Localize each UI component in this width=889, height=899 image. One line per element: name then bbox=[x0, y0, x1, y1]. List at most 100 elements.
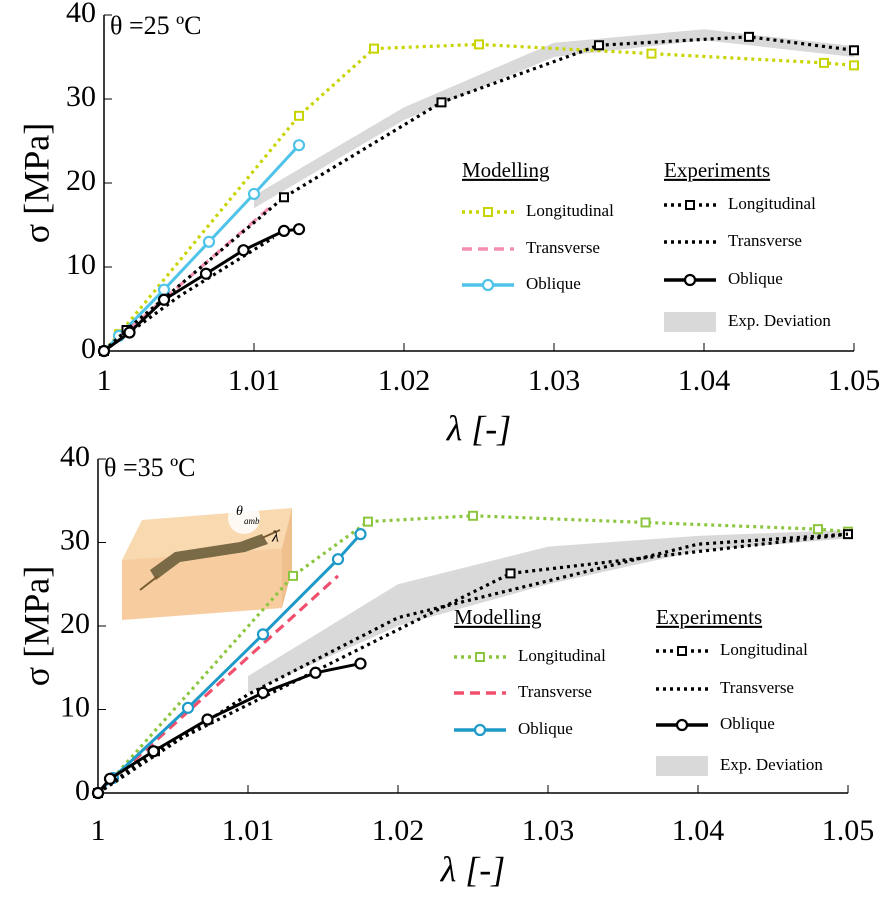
inset-theta: θ bbox=[236, 504, 243, 519]
legend-title: Modelling bbox=[454, 605, 542, 629]
legend-marker bbox=[484, 208, 492, 216]
legend-label: Transverse bbox=[518, 682, 592, 701]
marker bbox=[295, 112, 303, 120]
y-tick-label: 20 bbox=[66, 164, 96, 197]
marker bbox=[159, 285, 169, 295]
inset-direction: λ bbox=[271, 529, 279, 546]
marker bbox=[258, 688, 268, 698]
marker bbox=[99, 346, 109, 356]
legend-marker bbox=[483, 280, 493, 290]
marker bbox=[475, 40, 483, 48]
inset-subscript: amb bbox=[244, 516, 260, 526]
marker bbox=[814, 525, 822, 533]
x-tick-label: 1.04 bbox=[678, 364, 731, 397]
x-tick-label: 1.01 bbox=[222, 814, 275, 847]
inset-box-front bbox=[122, 548, 282, 620]
x-tick-label: 1 bbox=[97, 364, 112, 397]
legend-label: Longitudinal bbox=[728, 194, 816, 213]
legend-swatch bbox=[656, 756, 708, 776]
marker bbox=[204, 237, 214, 247]
y-tick-label: 40 bbox=[60, 440, 90, 473]
y-tick-label: 30 bbox=[66, 80, 96, 113]
marker bbox=[183, 703, 193, 713]
y-tick-label: 0 bbox=[81, 332, 96, 365]
marker bbox=[105, 774, 115, 784]
legend-title: Modelling bbox=[462, 158, 550, 182]
marker bbox=[364, 518, 372, 526]
legend-swatch bbox=[664, 312, 716, 332]
marker bbox=[294, 224, 304, 234]
x-tick-label: 1 bbox=[91, 814, 106, 847]
marker bbox=[125, 328, 135, 338]
y-tick-label: 30 bbox=[60, 523, 90, 556]
legend-label: Oblique bbox=[518, 719, 573, 738]
legend-title: Experiments bbox=[656, 605, 762, 629]
marker bbox=[356, 659, 366, 669]
annotation: θ =25 ºC bbox=[110, 11, 202, 40]
marker bbox=[648, 50, 656, 58]
legend-marker bbox=[677, 720, 687, 730]
marker bbox=[438, 98, 446, 106]
x-tick-label: 1.05 bbox=[828, 364, 881, 397]
legend-marker bbox=[476, 653, 484, 661]
legend-label: Transverse bbox=[526, 238, 600, 257]
y-tick-label: 10 bbox=[66, 248, 96, 281]
legend-label: Oblique bbox=[728, 269, 783, 288]
legend-marker bbox=[686, 201, 694, 209]
marker bbox=[370, 45, 378, 53]
legend-label: Transverse bbox=[728, 231, 802, 250]
series-line bbox=[104, 145, 299, 351]
legend-label: Oblique bbox=[526, 274, 581, 293]
marker bbox=[333, 554, 343, 564]
y-tick-label: 40 bbox=[66, 0, 96, 29]
marker bbox=[294, 140, 304, 150]
x-tick-label: 1.03 bbox=[522, 814, 575, 847]
legend-marker bbox=[475, 725, 485, 735]
figure: θ amb λ 01020304011.011.021.031.041.05λ … bbox=[0, 0, 889, 899]
x-tick-label: 1.05 bbox=[822, 814, 875, 847]
y-axis-label: σ [MPa] bbox=[16, 566, 56, 686]
y-tick-label: 0 bbox=[75, 774, 90, 807]
marker bbox=[469, 512, 477, 520]
y-tick-label: 10 bbox=[60, 690, 90, 723]
legend-label: Longitudinal bbox=[518, 646, 606, 665]
marker bbox=[311, 668, 321, 678]
marker bbox=[279, 226, 289, 236]
legend-title: Experiments bbox=[664, 158, 770, 182]
marker bbox=[203, 715, 213, 725]
marker bbox=[507, 569, 515, 577]
marker bbox=[201, 269, 211, 279]
marker bbox=[289, 572, 297, 580]
marker bbox=[258, 629, 268, 639]
x-axis-label: λ [-] bbox=[440, 849, 506, 889]
marker bbox=[159, 295, 169, 305]
marker bbox=[249, 189, 259, 199]
legend-label: Oblique bbox=[720, 714, 775, 733]
marker bbox=[595, 41, 603, 49]
series-line bbox=[98, 664, 361, 793]
plot: 0 10 20 30 40 1 1.01 1.02 1.03 1.04 1.05 λ [-] σ [MP… bbox=[16, 0, 880, 448]
legend-label: Exp. Deviation bbox=[728, 311, 831, 330]
legend-label: Longitudinal bbox=[720, 640, 808, 659]
x-tick-label: 1.04 bbox=[672, 814, 725, 847]
marker bbox=[850, 46, 858, 54]
x-tick-label: 1.01 bbox=[228, 364, 281, 397]
x-tick-label: 1.03 bbox=[528, 364, 581, 397]
legend-marker bbox=[685, 275, 695, 285]
marker bbox=[93, 788, 103, 798]
marker bbox=[642, 518, 650, 526]
x-tick-label: 1.02 bbox=[378, 364, 431, 397]
marker bbox=[356, 529, 366, 539]
inset: θ amb λ bbox=[122, 502, 292, 620]
legend-label: Transverse bbox=[720, 678, 794, 697]
x-axis-label: λ [-] bbox=[446, 408, 512, 448]
legend-marker bbox=[678, 647, 686, 655]
legend-label: Longitudinal bbox=[526, 201, 614, 220]
marker bbox=[745, 33, 753, 41]
annotation: θ =35 ºC bbox=[104, 453, 196, 482]
marker bbox=[850, 61, 858, 69]
y-axis-label: σ [MPa] bbox=[16, 123, 56, 243]
x-tick-label: 1.02 bbox=[372, 814, 425, 847]
marker bbox=[149, 746, 159, 756]
